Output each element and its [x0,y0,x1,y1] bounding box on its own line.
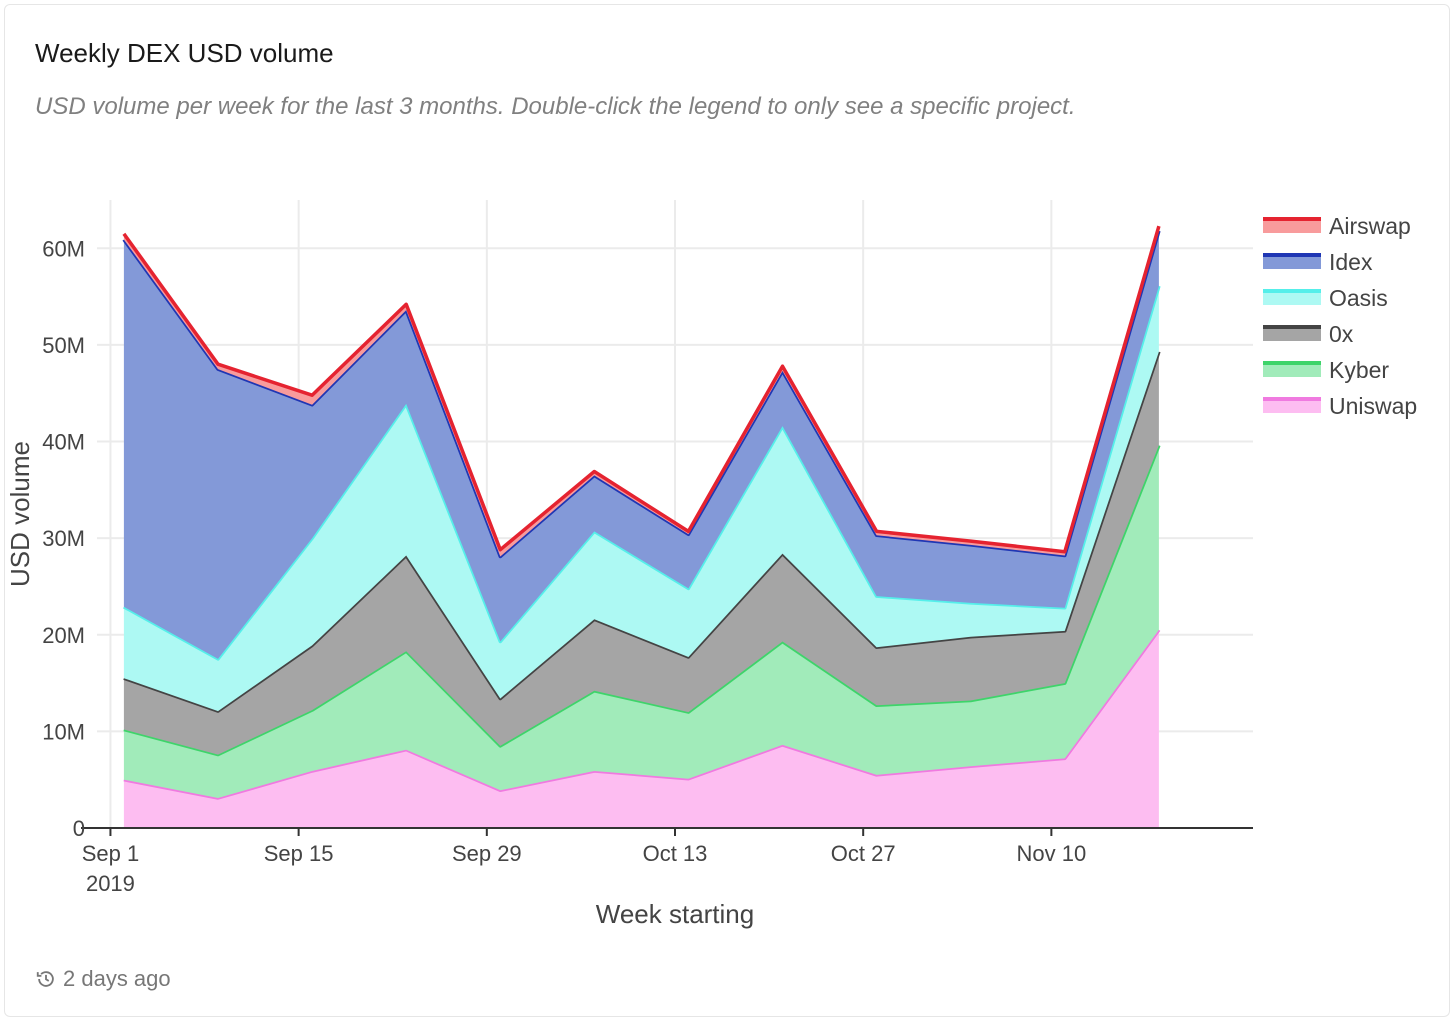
last-updated-text: 2 days ago [63,966,171,991]
area-uniswap[interactable] [123,629,1159,828]
x-tick-label: Sep 1 [82,841,140,866]
legend-swatch [1263,219,1321,233]
legend-item-0x[interactable]: 0x [1263,321,1354,347]
x-tick-label: Sep 29 [452,841,522,866]
legend-label: Idex [1329,249,1373,275]
area-idex[interactable] [123,230,1159,659]
area-oasis[interactable] [123,286,1159,712]
legend-label: Oasis [1329,285,1388,311]
x-tick-label: Sep 15 [264,841,334,866]
stacked-area-chart: Sep 1 2019 Sep 15 Sep 29 Oct 13 Oct 27 Nov 10 0… [5,200,1417,929]
area-kyber[interactable] [123,445,1159,798]
legend-item-idex[interactable]: Idex [1263,249,1373,275]
y-axis-title: USD volume [5,441,35,587]
legend-swatch [1263,399,1321,413]
legend-label: Kyber [1329,357,1389,383]
x-axis-title: Week starting [596,899,754,929]
y-axis-ticks: 0 10M 20M 30M 40M 50M 60M [42,236,85,841]
chart-card: Weekly DEX USD volume USD volume per wee… [4,4,1450,1017]
x-tick-label: Nov 10 [1017,841,1087,866]
chart-title: Weekly DEX USD volume [35,38,334,68]
legend-swatch [1263,327,1321,341]
legend-label: Airswap [1329,213,1411,239]
y-tick-label: 60M [42,236,85,261]
series-areas [122,225,1161,828]
legend-item-oasis[interactable]: Oasis [1263,285,1388,311]
legend-item-uniswap[interactable]: Uniswap [1263,393,1417,419]
legend-label: Uniswap [1329,393,1417,419]
line-airswap [122,225,1161,554]
chart-subtitle: USD volume per week for the last 3 month… [35,93,1076,120]
history-icon [35,968,57,990]
legend-item-airswap[interactable]: Airswap [1263,213,1411,239]
legend: Airswap Idex Oasis 0x Kyber Uniswap [1263,213,1417,419]
legend-label: 0x [1329,321,1354,347]
x-tick-label: Oct 27 [831,841,896,866]
y-tick-label: 30M [42,526,85,551]
x-tick-label: Oct 13 [643,841,708,866]
legend-swatch [1263,363,1321,377]
x-tick-sublabel: 2019 [86,871,135,896]
y-tick-label: 50M [42,333,85,358]
last-updated: 2 days ago [35,966,171,992]
area-0x[interactable] [123,351,1159,755]
y-tick-label: 40M [42,430,85,455]
legend-swatch [1263,255,1321,269]
legend-swatch [1263,291,1321,305]
x-axis-ticks: Sep 1 2019 Sep 15 Sep 29 Oct 13 Oct 27 Nov 10 [82,828,1087,896]
y-tick-label: 0 [73,816,85,841]
y-tick-label: 20M [42,623,85,648]
legend-item-kyber[interactable]: Kyber [1263,357,1389,383]
y-tick-label: 10M [42,719,85,744]
